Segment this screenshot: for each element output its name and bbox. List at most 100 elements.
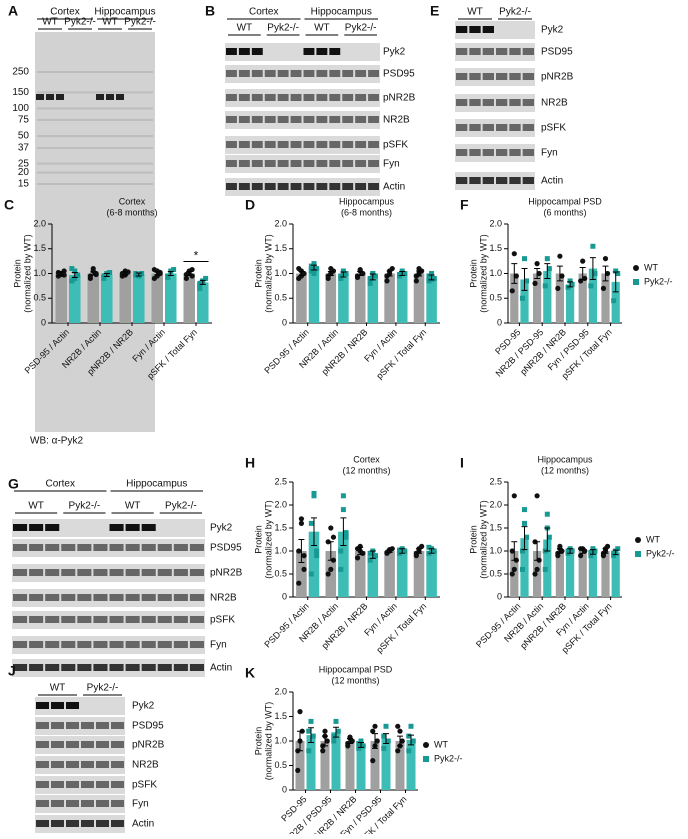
blot-band — [109, 641, 124, 648]
blot-band — [77, 664, 92, 671]
blot-band — [264, 183, 276, 190]
blot-row-label: pSFK — [541, 123, 566, 134]
bar — [354, 273, 366, 323]
data-point — [308, 718, 314, 724]
blot-row-label: PSD95 — [132, 721, 164, 732]
data-point — [335, 728, 341, 734]
bar — [367, 276, 379, 323]
data-point — [338, 566, 344, 572]
blot-row-label: Actin — [210, 663, 232, 674]
data-point — [354, 274, 361, 281]
error-bar — [340, 517, 347, 546]
significance-label: * — [194, 249, 199, 263]
blot-band — [125, 616, 140, 623]
chart-title: Hippocampus — [537, 454, 593, 464]
blot-band — [111, 800, 124, 807]
data-point — [532, 280, 538, 286]
blot-band — [189, 569, 204, 576]
error-bar — [416, 548, 423, 554]
ladder-band — [37, 147, 153, 150]
bar — [426, 551, 437, 597]
data-point — [602, 256, 609, 262]
data-point — [308, 263, 314, 269]
data-point — [328, 566, 334, 573]
lane-label: Pyk2-/- — [345, 23, 377, 34]
chart-subtitle: (6-8 months) — [106, 207, 157, 217]
error-bar — [589, 549, 596, 555]
blot-band — [496, 149, 508, 156]
blot-strip — [35, 756, 125, 774]
blot-band — [96, 820, 109, 827]
data-point — [397, 271, 403, 277]
blot-band — [61, 544, 76, 551]
error-bar — [534, 268, 541, 279]
blot-band — [226, 48, 237, 55]
blot-band — [355, 94, 367, 101]
blot-band — [316, 160, 328, 167]
blot-row-label: PSD95 — [210, 543, 242, 554]
lane-label: Pyk2-/- — [499, 7, 531, 18]
y-tick-label: 2.5 — [274, 476, 287, 486]
data-point — [298, 516, 305, 522]
blot-band — [111, 820, 124, 827]
data-point — [611, 298, 617, 304]
blot-strip — [12, 659, 205, 677]
data-point — [301, 566, 307, 573]
blot-row-label: Fyn — [210, 640, 227, 651]
data-point — [69, 266, 75, 272]
data-point — [399, 738, 405, 744]
blot-band — [45, 664, 60, 671]
data-point — [311, 271, 317, 276]
error-bar — [589, 257, 596, 280]
blot-band — [226, 183, 237, 190]
error-bar — [372, 733, 378, 749]
blot-band — [46, 94, 54, 100]
bar — [413, 273, 425, 323]
ladder-band — [37, 91, 153, 94]
blot-band — [109, 594, 124, 601]
data-point — [408, 723, 414, 729]
error-bar — [154, 271, 161, 276]
legend-marker — [423, 742, 429, 748]
error-bar — [357, 546, 364, 556]
blot-band — [173, 616, 188, 623]
error-bar — [103, 273, 110, 277]
blot-band — [482, 26, 494, 33]
bar — [165, 273, 177, 323]
panel-letter: C — [4, 197, 14, 213]
blot-band — [316, 70, 328, 77]
data-point — [107, 270, 113, 276]
blot-band — [77, 616, 92, 623]
data-point — [189, 266, 195, 273]
data-point — [429, 271, 435, 276]
chart-title: Cortex — [353, 454, 380, 464]
data-point — [522, 256, 528, 262]
data-point — [354, 555, 361, 561]
y-tick-label: 1.0 — [33, 268, 46, 278]
blot-band — [125, 641, 140, 648]
data-point — [320, 748, 326, 754]
blot-band — [13, 569, 28, 576]
legend-marker — [633, 279, 639, 285]
data-point — [72, 275, 78, 281]
blot-band — [238, 160, 250, 167]
blot-band — [251, 70, 263, 77]
data-point — [338, 548, 344, 554]
bar — [601, 273, 610, 323]
blot-row-label: Fyn — [383, 159, 400, 170]
bar — [555, 551, 564, 597]
data-point — [311, 261, 317, 267]
y-tick-label: 2.0 — [489, 218, 502, 228]
data-point — [367, 557, 373, 563]
blot-band — [482, 48, 494, 55]
y-tick-label: 2.0 — [489, 499, 502, 509]
error-bar — [310, 264, 317, 271]
error-bar — [579, 548, 586, 554]
data-point — [69, 278, 75, 284]
blot-band — [264, 70, 276, 77]
data-point — [519, 566, 525, 572]
lane-label: WT — [467, 7, 483, 18]
blot-band — [290, 141, 302, 148]
data-point — [395, 748, 401, 754]
blot-band — [51, 702, 64, 709]
